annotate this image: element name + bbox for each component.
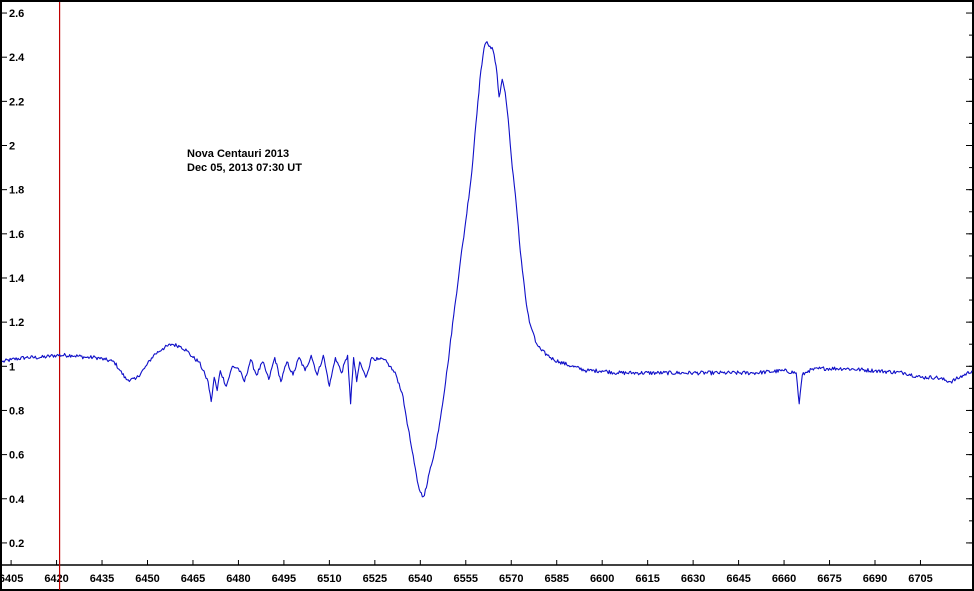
x-tick-label: 6675	[817, 573, 841, 585]
x-tick-label: 6480	[226, 573, 250, 585]
x-tick-label: 6570	[499, 573, 523, 585]
y-tick-label: 0.8	[9, 405, 24, 417]
x-tick-label: 6435	[90, 573, 114, 585]
y-tick-label: 1.6	[9, 229, 24, 241]
x-tick-label: 6495	[272, 573, 296, 585]
x-tick-label: 6660	[772, 573, 796, 585]
y-tick-label: 0.2	[9, 538, 24, 550]
y-tick-label: 1.2	[9, 317, 24, 329]
y-tick-label: 2.4	[9, 52, 25, 64]
x-tick-label: 6450	[135, 573, 159, 585]
x-tick-label: 6510	[317, 573, 341, 585]
annotation-date: Dec 05, 2013 07:30 UT	[187, 162, 302, 174]
y-tick-label: 2	[9, 141, 15, 153]
annotation-title: Nova Centauri 2013	[187, 148, 289, 160]
x-tick-label: 6690	[863, 573, 887, 585]
y-axis-left: 0.2 0.4 0.6 0.8 1 1.2 1.4 1.6 1.8 2 2.2 2.4 2.6	[2, 8, 25, 550]
y-tick-label: 1.8	[9, 185, 24, 197]
x-tick-label: 6615	[635, 573, 659, 585]
x-tick-label: 6705	[908, 573, 932, 585]
x-tick-label: 6465	[181, 573, 205, 585]
x-tick-label: 6630	[681, 573, 705, 585]
y-tick-label: 0.4	[9, 494, 25, 506]
y-axis-right	[966, 12, 972, 544]
y-tick-label: 1	[9, 361, 15, 373]
y-tick-label: 1.4	[9, 273, 25, 285]
x-tick-label: 6555	[454, 573, 478, 585]
y-tick-label: 2.6	[9, 8, 24, 20]
x-tick-label: 6525	[363, 573, 387, 585]
x-axis: 6405 6420 6435 6450 6465 6480 6495 6510 6525 6540…	[0, 560, 972, 585]
x-tick-label: 6645	[726, 573, 750, 585]
y-tick-label: 0.6	[9, 450, 24, 462]
x-tick-label: 6585	[544, 573, 568, 585]
series-line	[1, 41, 973, 498]
x-tick-label: 6405	[0, 573, 23, 585]
x-tick-label: 6420	[44, 573, 68, 585]
x-tick-label: 6540	[408, 573, 432, 585]
x-tick-label: 6600	[590, 573, 614, 585]
y-tick-label: 2.2	[9, 96, 24, 108]
